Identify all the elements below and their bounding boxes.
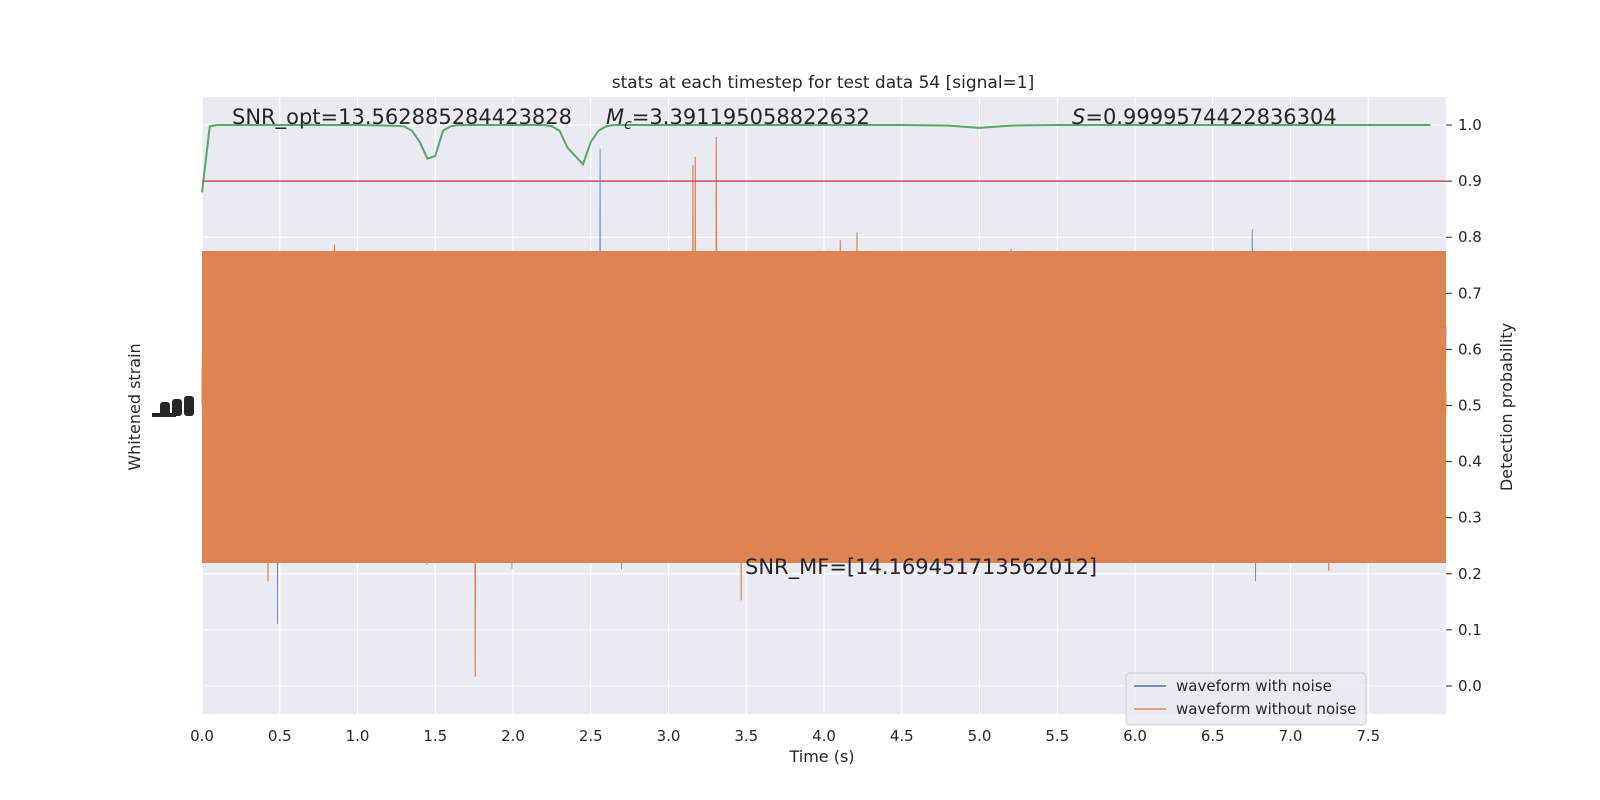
legend: waveform with noise waveform without noi… <box>1125 672 1367 726</box>
y-tick-label: 0.8 <box>1458 228 1482 246</box>
left-tick-glyph <box>160 402 170 416</box>
x-tick-label: 3.5 <box>734 727 758 745</box>
x-tick-label: 4.5 <box>890 727 914 745</box>
x-tick-label: 0.0 <box>190 727 214 745</box>
x-tick-label: 6.5 <box>1201 727 1225 745</box>
y-axis-label-left: Whitened strain <box>125 343 144 470</box>
left-tick-glyph <box>152 413 176 417</box>
y-tick-label: 0.2 <box>1458 565 1482 583</box>
x-tick-label: 4.0 <box>812 727 836 745</box>
y-tick-label: 0.7 <box>1458 284 1482 302</box>
annotation-snr-mf: SNR_MF=[14.169451713562012] <box>745 555 1097 580</box>
strain-series <box>201 136 1447 677</box>
legend-label-without-noise: waveform without noise <box>1176 700 1356 718</box>
y-tick-label: 0.6 <box>1458 340 1482 358</box>
x-tick-label: 7.0 <box>1279 727 1303 745</box>
legend-label-with-noise: waveform with noise <box>1176 677 1332 695</box>
y-tick-label: 0.4 <box>1458 453 1482 471</box>
x-tick-label: 5.5 <box>1045 727 1069 745</box>
y-tick-label: 1.0 <box>1458 116 1482 134</box>
y-axis-label-right: Detection probability <box>1497 323 1516 491</box>
strain-without-noise-line <box>201 136 1447 677</box>
annotation-snr-opt: SNR_opt=13.562885284423828 <box>232 105 572 130</box>
x-tick-label: 0.5 <box>268 727 292 745</box>
y-tick-label: 0.1 <box>1458 621 1482 639</box>
x-tick-label: 1.5 <box>423 727 447 745</box>
annotation-s-value: S=0.9999574422836304 <box>1072 105 1337 129</box>
annotation-chirp-mass: Mc=3.391195058822632 <box>606 105 870 133</box>
x-tick-label: 2.5 <box>579 727 603 745</box>
x-tick-label: 2.0 <box>501 727 525 745</box>
x-axis-ticks: 0.0 0.5 1.0 1.5 2.0 2.5 3.0 3.5 4.0 4.5 5.0 5.5 6.0 6… <box>190 727 1380 745</box>
y-tick-label: 0.9 <box>1458 172 1482 190</box>
legend-box <box>1125 672 1367 726</box>
y-axis-ticks-right: 0.0 0.1 0.2 0.3 0.4 0.5 0.6 0.7 0.8 0.9 1.0 <box>1446 116 1482 695</box>
x-tick-label: 3.0 <box>657 727 681 745</box>
x-tick-label: 7.5 <box>1356 727 1380 745</box>
chart-title: stats at each timestep for test data 54 … <box>612 73 1035 93</box>
left-tick-glyph <box>172 399 182 416</box>
x-tick-label: 1.0 <box>346 727 370 745</box>
probability-series <box>201 124 1446 193</box>
x-tick-label: 6.0 <box>1123 727 1147 745</box>
y-tick-label: 0.3 <box>1458 509 1482 527</box>
detection-probability-line <box>201 124 1431 193</box>
x-tick-label: 5.0 <box>968 727 992 745</box>
x-axis-label: Time (s) <box>788 747 854 766</box>
y-tick-label: 0.0 <box>1458 677 1482 695</box>
left-tick-glyph <box>184 396 194 416</box>
y-tick-label: 0.5 <box>1458 397 1482 415</box>
left-axis-tick-labels <box>152 396 194 417</box>
